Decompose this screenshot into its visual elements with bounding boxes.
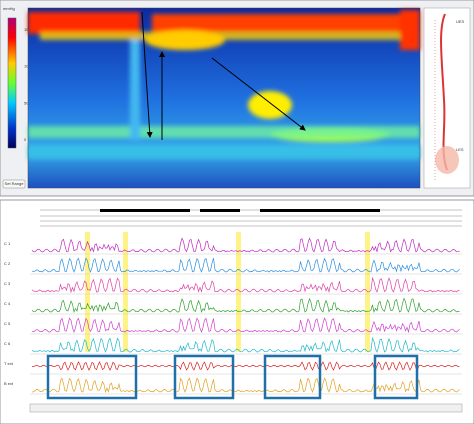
- channel-trace: [31, 377, 460, 394]
- channel-label: T ext: [4, 361, 14, 366]
- channel-trace: [31, 336, 460, 353]
- set-range-label: Set Range: [5, 181, 25, 186]
- channel-label: C 4: [4, 301, 11, 306]
- colorbar-tick: 0: [24, 137, 27, 142]
- channel-label: C 2: [4, 261, 11, 266]
- colorbar-tick: 150: [24, 27, 31, 32]
- colorbar-tick: 50: [24, 100, 29, 105]
- scrollbar[interactable]: [29, 403, 463, 413]
- highlight: [85, 232, 90, 352]
- side-label: LES: [456, 147, 464, 152]
- event-track: [40, 209, 462, 227]
- heatmap: [27, 7, 421, 189]
- channel-label: C 3: [4, 281, 11, 286]
- highlight-box: [46, 354, 138, 400]
- channel-trace: [31, 237, 460, 253]
- channel-trace: [31, 361, 460, 371]
- channel-trace: [31, 276, 460, 294]
- side-label: UES: [456, 19, 465, 24]
- side-panel: [423, 7, 471, 189]
- channel-label: C 1: [4, 241, 11, 246]
- set-range-button[interactable]: [2, 179, 26, 189]
- channel-label: B ext: [4, 381, 14, 386]
- channel-trace: [31, 297, 460, 314]
- highlight-box: [173, 354, 235, 400]
- channel-label: C 6: [4, 341, 11, 346]
- colorbar-tick: 100: [24, 64, 31, 69]
- colorbar: [7, 17, 17, 149]
- channel-label: C 5: [4, 321, 11, 326]
- highlight: [236, 232, 241, 352]
- highlight: [123, 232, 128, 352]
- highlight-box: [373, 354, 419, 400]
- highlight-box: [263, 354, 322, 400]
- channel-trace: [31, 317, 460, 334]
- highlight: [365, 232, 370, 352]
- colorbar-unit: mmHg: [3, 6, 15, 11]
- channel-trace: [31, 257, 460, 273]
